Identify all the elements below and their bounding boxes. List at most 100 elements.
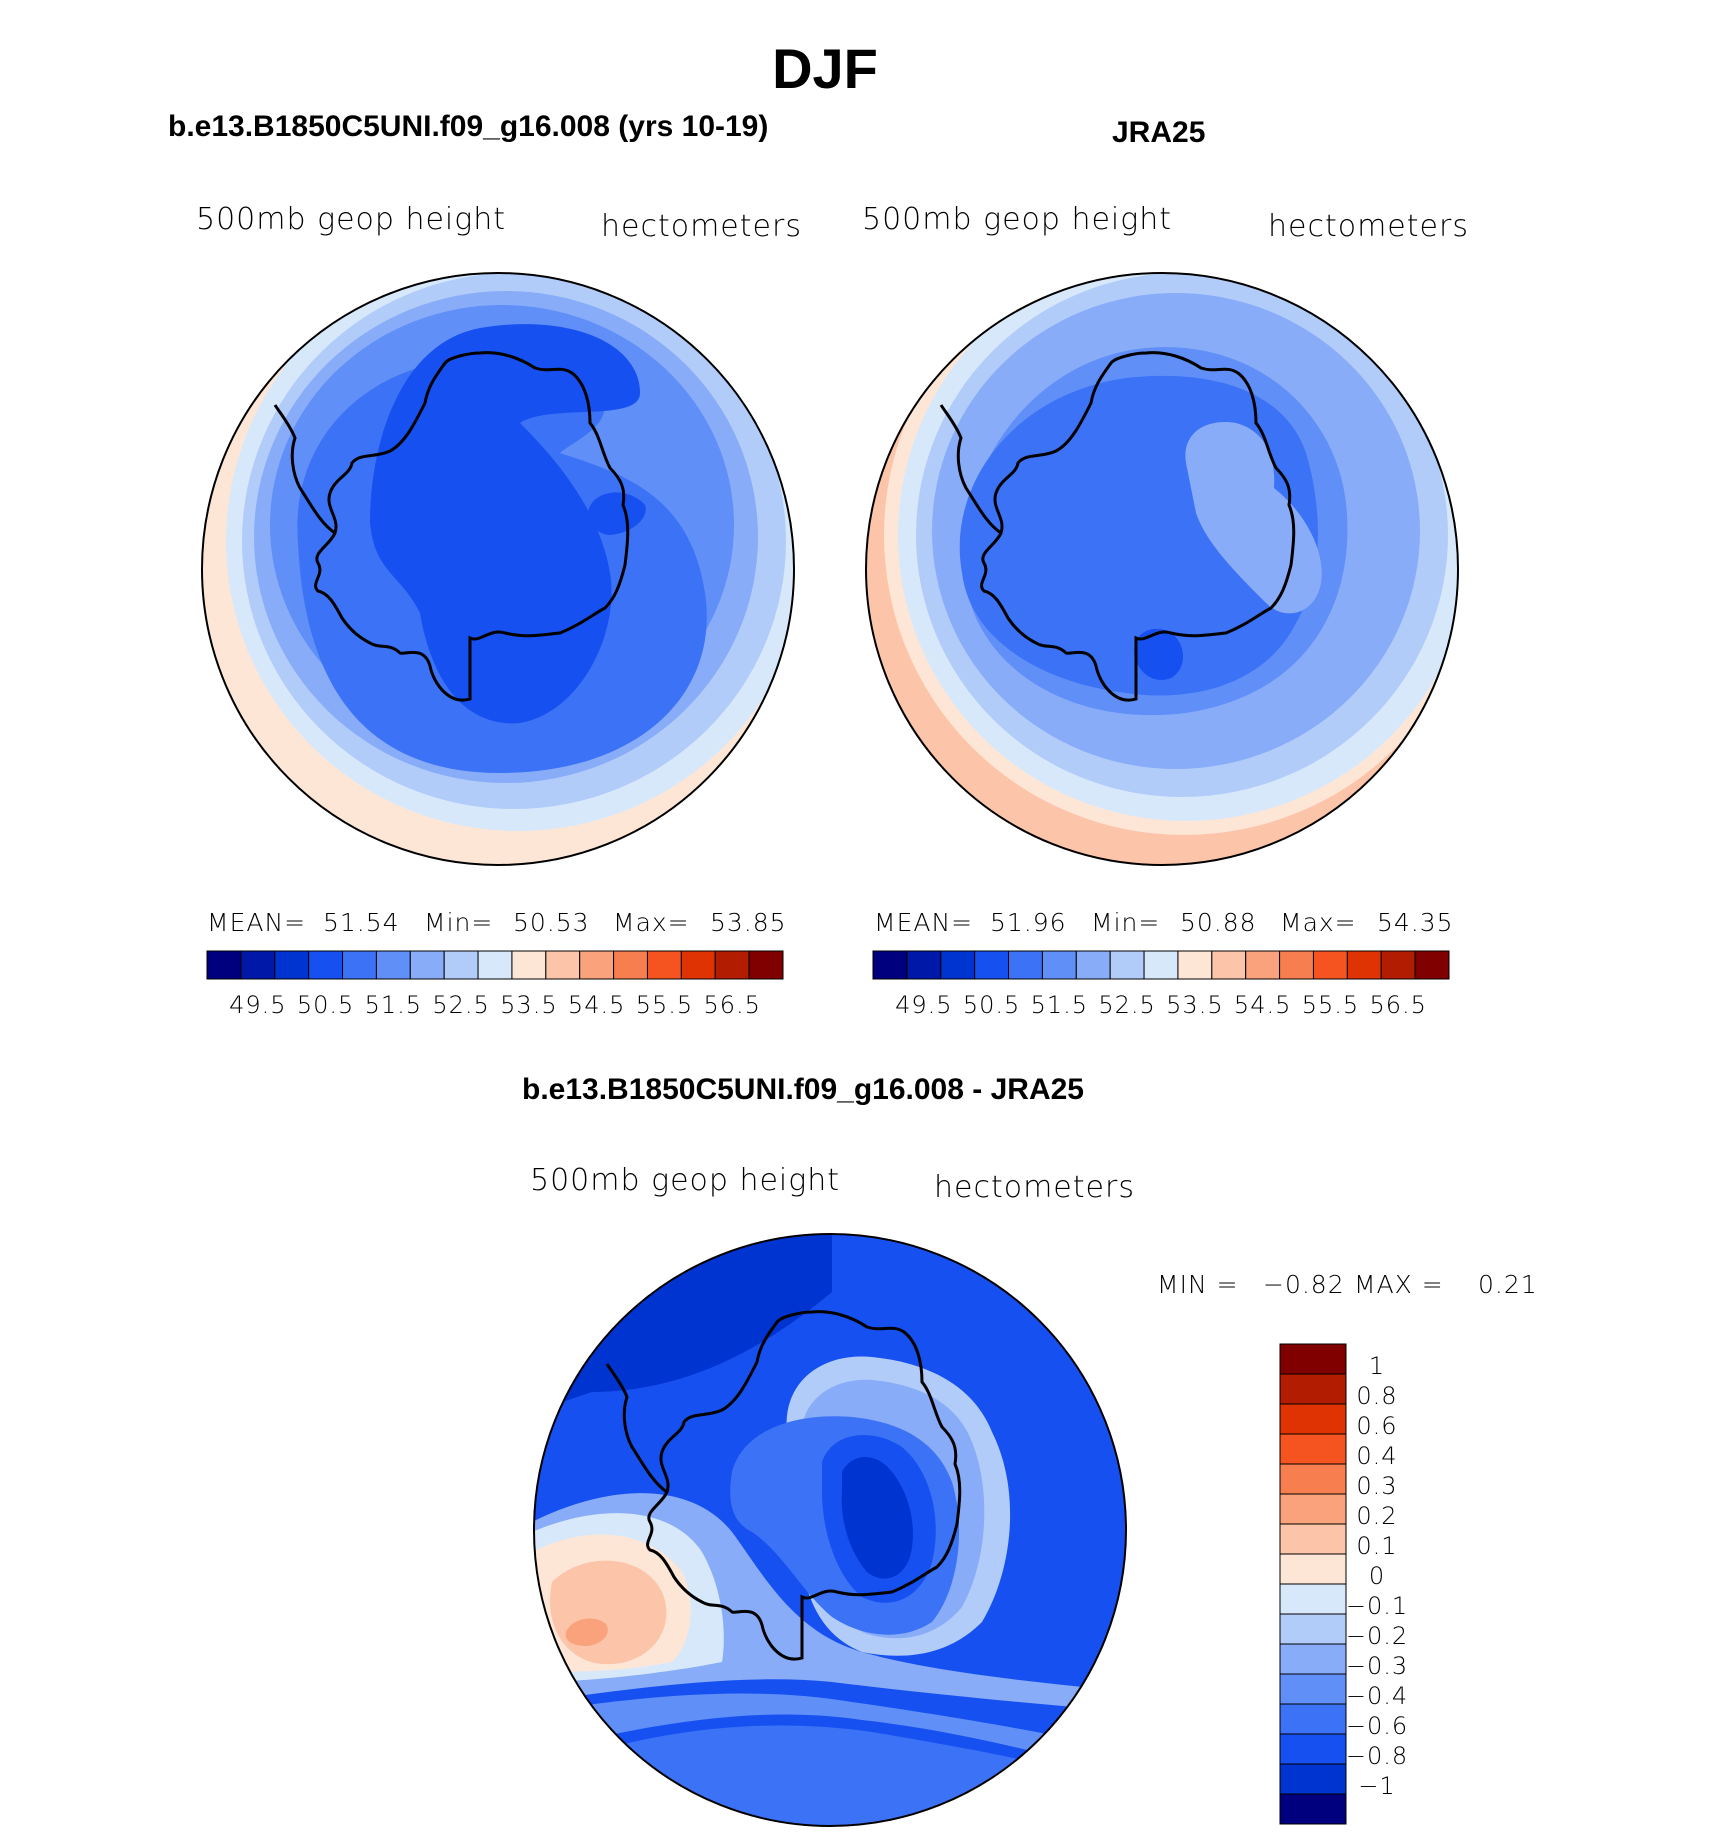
p3-antarctica-coastline xyxy=(646,1310,962,1661)
p2-band-7 xyxy=(1185,422,1322,614)
panel2-colorbar-tick-label: 50.5 xyxy=(962,991,1021,1019)
panel2-colorbar-swatch xyxy=(1109,950,1145,980)
panel3-min-label: MIN = xyxy=(1157,1270,1239,1299)
panel2-min-label: Min= xyxy=(1091,908,1161,937)
panel1-colorbar xyxy=(206,950,784,980)
panel1-colorbar-tick-label: 54.5 xyxy=(567,991,626,1019)
panel3-colorbar-level-label: 0.2 xyxy=(1356,1502,1398,1530)
panel2-max-value: 54.35 xyxy=(1377,908,1454,937)
panel3-colorbar-level-label: −0.8 xyxy=(1345,1742,1409,1770)
panel3-colorbar-swatch xyxy=(1279,1523,1347,1555)
panel1-mean-label: MEAN= xyxy=(207,908,307,937)
panel3-colorbar-swatch xyxy=(1279,1373,1347,1405)
panel3-colorbar-swatch xyxy=(1279,1493,1347,1525)
panel2-colorbar-tick-label: 49.5 xyxy=(895,991,953,1019)
panel1-min-label: Min= xyxy=(424,908,494,937)
panel3-polar-map xyxy=(533,1233,1127,1827)
panel3-units: hectometers xyxy=(934,1170,1135,1205)
panel2-max-label: Max= xyxy=(1280,908,1357,937)
panel3-colorbar-level-label: 0.8 xyxy=(1356,1382,1398,1410)
p3-band-4 xyxy=(534,1693,1126,1777)
panel3-colorbar-swatch xyxy=(1279,1703,1347,1735)
panel3-max-value: 0.21 xyxy=(1478,1270,1538,1299)
panel2-colorbar-swatch xyxy=(1312,950,1348,980)
panel2-colorbar-swatch xyxy=(1346,950,1382,980)
panel3-colorbar-level-label: 1 xyxy=(1368,1352,1386,1380)
p3-band-9 xyxy=(565,1618,608,1646)
panel2-colorbar-swatch xyxy=(872,950,908,980)
panel2-colorbar-tick-label: 52.5 xyxy=(1098,991,1156,1019)
panel1-colorbar-swatch xyxy=(545,950,581,980)
panel2-units: hectometers xyxy=(1268,209,1469,244)
panel1-variable: 500mb geop height xyxy=(196,202,507,237)
p3-antarctic-peninsula xyxy=(605,1363,668,1494)
panel3-colorbar-level-label: −0.2 xyxy=(1345,1622,1409,1650)
panel1-colorbar-swatch xyxy=(206,950,242,980)
panel1-colorbar-tick-label: 49.5 xyxy=(229,991,287,1019)
panel1-colorbar-tick-label: 51.5 xyxy=(364,991,423,1019)
p1-antarctica-coastline xyxy=(314,351,630,702)
panel3-colorbar-level-label: −0.6 xyxy=(1345,1712,1409,1740)
p3-band-14 xyxy=(841,1457,913,1579)
panel2-colorbar-tick-label: 55.5 xyxy=(1301,991,1360,1019)
panel3-max-label: MAX = xyxy=(1354,1270,1444,1299)
panel2-colorbar-swatch xyxy=(1041,950,1077,980)
panel1-units: hectometers xyxy=(601,209,802,244)
panel1-colorbar-swatch xyxy=(342,950,377,980)
panel1-max-label: Max= xyxy=(613,908,690,937)
panel1-colorbar-swatch xyxy=(443,950,479,980)
panel3-colorbar-swatch xyxy=(1279,1343,1347,1375)
panel2-colorbar-swatch xyxy=(1414,950,1450,980)
panel1-colorbar-swatch xyxy=(409,950,445,980)
panel1-mean-value: 51.54 xyxy=(323,908,400,937)
panel2-colorbar-swatch xyxy=(1143,950,1179,980)
panel2-colorbar-swatch xyxy=(1245,950,1281,980)
panel1-colorbar-tick-label: 56.5 xyxy=(703,991,761,1019)
panel3-colorbar-level-label: −0.3 xyxy=(1345,1652,1409,1680)
panel2-colorbar-swatch xyxy=(1279,950,1314,980)
p2-band-8 xyxy=(1134,628,1184,680)
panel2-colorbar-swatch xyxy=(1177,950,1213,980)
panel2-colorbar-swatch xyxy=(1075,950,1111,980)
panel2-colorbar-swatch xyxy=(1211,950,1247,980)
panel2-colorbar-tick-label: 54.5 xyxy=(1233,991,1292,1019)
panel3-colorbar-swatch xyxy=(1279,1643,1347,1675)
p2-antarctic-peninsula xyxy=(939,404,1002,535)
panel3-min-value: −0.82 xyxy=(1263,1270,1345,1299)
panel1-colorbar-tick-label: 52.5 xyxy=(432,991,490,1019)
panel1-colorbar-swatch xyxy=(477,950,513,980)
panel3-colorbar-swatch xyxy=(1279,1433,1347,1465)
panel3-colorbar-level-label: 0.6 xyxy=(1356,1412,1398,1440)
panel2-colorbar xyxy=(872,950,1450,980)
panel2-colorbar-swatch xyxy=(906,950,942,980)
panel1-min-value: 50.53 xyxy=(513,908,590,937)
p1-band-7 xyxy=(587,492,646,535)
panel2-colorbar-swatch xyxy=(974,950,1010,980)
panel1-colorbar-swatch xyxy=(714,950,750,980)
panel2-colorbar-tick-label: 51.5 xyxy=(1030,991,1089,1019)
panel3-colorbar-level-label: 0.1 xyxy=(1356,1532,1398,1560)
panel3-colorbar-swatch xyxy=(1279,1673,1347,1705)
panel3-colorbar-swatch xyxy=(1279,1733,1347,1765)
panel2-min-value: 50.88 xyxy=(1180,908,1257,937)
panel3-colorbar-swatch xyxy=(1279,1463,1347,1495)
panel1-colorbar-swatch xyxy=(274,950,310,980)
panel1-colorbar-swatch xyxy=(240,950,276,980)
panel3-colorbar xyxy=(1279,1343,1347,1825)
panel2-variable: 500mb geop height xyxy=(862,202,1173,237)
panel1-colorbar-swatch xyxy=(375,950,411,980)
panel1-polar-map xyxy=(201,272,795,866)
panel3-colorbar-swatch xyxy=(1279,1763,1347,1795)
panel2-colorbar-swatch xyxy=(1380,950,1416,980)
p2-antarctica-coastline xyxy=(980,351,1296,702)
p1-band-6 xyxy=(370,324,640,724)
panel3-colorbar-swatch xyxy=(1279,1403,1347,1435)
panel3-colorbar-swatch xyxy=(1279,1613,1347,1645)
panel2-mean-value: 51.96 xyxy=(990,908,1067,937)
panel3-variable: 500mb geop height xyxy=(530,1163,841,1198)
panel3-colorbar-level-label: −1 xyxy=(1358,1772,1396,1800)
panel3-colorbar-level-label: −0.1 xyxy=(1345,1592,1409,1620)
panel1-colorbar-tick-label: 50.5 xyxy=(296,991,355,1019)
panel3-colorbar-level-label: −0.4 xyxy=(1345,1682,1409,1710)
panel3-colorbar-swatch xyxy=(1279,1553,1347,1585)
